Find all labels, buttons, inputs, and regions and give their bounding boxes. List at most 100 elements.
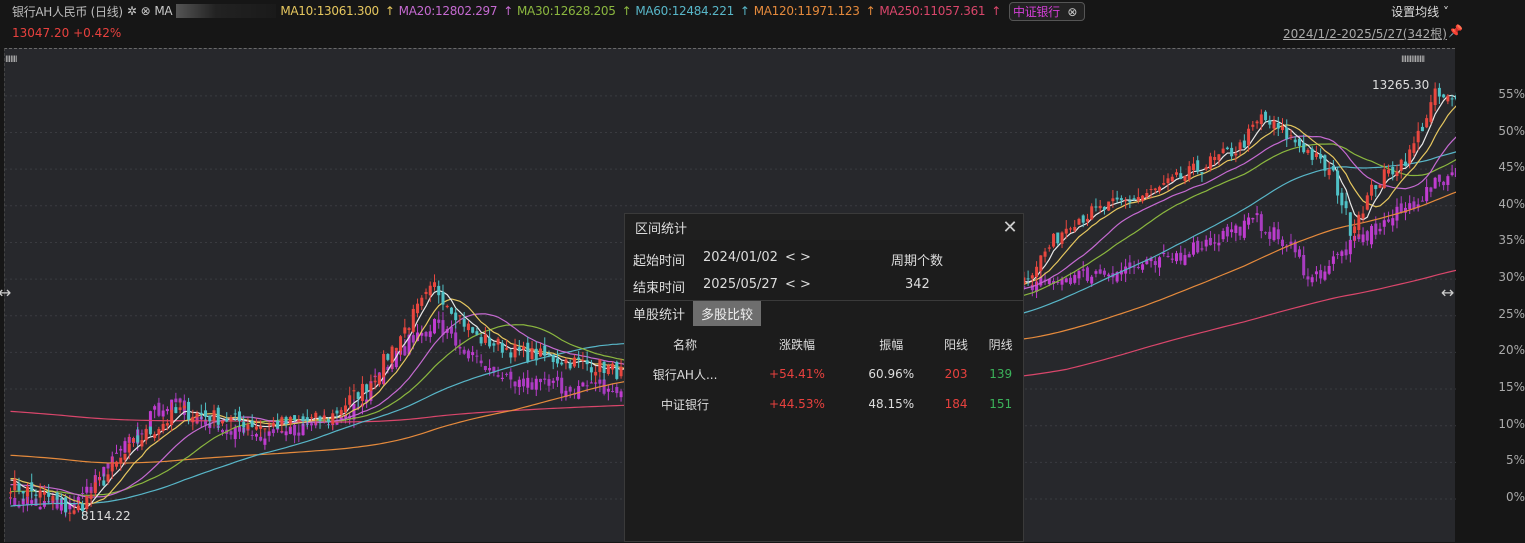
candle [199,412,203,415]
end-date[interactable]: 2025/05/27 [703,277,778,292]
candle [1403,161,1407,166]
candle [352,390,356,392]
y-tick-label: 50% [1498,123,1525,138]
close-circle-icon[interactable]: ⊗ [140,4,151,18]
compare-candle [483,366,487,371]
close-icon[interactable]: ✕ [1002,216,1018,238]
remove-compare-icon[interactable]: ⊗ [1067,4,1078,19]
candle [208,415,212,422]
range-end-handle[interactable]: IIIIIIIIIIIIII [1401,55,1425,65]
tab-multi-compare[interactable]: 多股比较 [693,301,762,326]
compare-candle [433,318,436,334]
start-nav[interactable]: < > [785,250,811,265]
candle [1187,166,1191,180]
candle [1446,95,1450,102]
candle [106,474,110,482]
compare-candle [522,378,526,387]
end-nav[interactable]: < > [785,277,811,292]
compare-candle [1158,257,1162,268]
compare-candle [1264,232,1268,234]
candle [522,346,526,350]
candle [555,358,559,364]
compare-candle [1289,241,1293,245]
candle [59,498,63,500]
candle [1454,95,1456,100]
compare-candle [288,426,292,434]
candle [1158,186,1162,192]
compare-candle [403,346,407,356]
candle [500,342,504,353]
compare-candle [1446,176,1450,185]
change-cell: +44.53% [769,397,825,411]
candle [1196,160,1200,172]
candle [1247,128,1251,146]
candle [1141,195,1145,202]
compare-candle [1293,241,1297,253]
candle [360,383,364,401]
compare-candle [1399,203,1403,213]
compare-candle [1191,242,1195,255]
resize-left-icon[interactable]: ↔ [0,283,12,302]
pin-icon[interactable]: 📌 [1448,24,1463,38]
tab-single-stats[interactable]: 单股统计 [633,308,686,323]
table-row[interactable]: 银行AH人... +54.41% 60.96% 203 139 [625,359,1023,389]
start-label: 起始时间 [633,254,686,269]
resize-right-icon[interactable]: ↔ [1441,283,1455,302]
compare-candle [254,434,258,437]
compare-candle [1297,249,1301,257]
candle [1348,212,1352,236]
arrow-up-icon: ↑ [621,4,632,18]
set-ma-button[interactable]: 设置均线 ˅ [1391,5,1449,19]
compare-candle [543,378,547,380]
range-start-handle[interactable]: IIIIIII [5,55,18,65]
table-row[interactable]: 中证银行 +44.53% 48.15% 184 151 [625,389,1023,419]
y-tick-label: 55% [1498,86,1525,101]
candle [1429,102,1433,122]
settings-icon[interactable]: ✲ [126,4,137,18]
candle [335,410,339,414]
candle [170,409,174,426]
candle [322,415,326,419]
ma-label: MA [154,4,173,18]
compare-candle [1149,257,1153,262]
compare-candle [428,331,432,337]
compare-candle [488,367,492,371]
compare-candle [1183,255,1187,265]
ma-value: MA250:11057.361 [879,4,986,18]
compare-candle [140,433,144,435]
compare-candle [526,377,530,388]
compare-candle [1060,278,1064,285]
candle [293,415,297,421]
candle [242,421,246,428]
candle [318,416,322,422]
down-days-cell: 139 [989,367,1013,381]
current-price: 13047.20 +0.42% [12,26,122,40]
candle [509,352,513,358]
candle [127,443,131,453]
dialog-title: 区间统计 [635,221,688,237]
candle [250,420,254,427]
candle [1081,215,1085,223]
candle [1289,135,1293,137]
candle [1276,123,1280,129]
ma-value: MA60:12484.221 [635,4,734,18]
candle [1353,226,1357,234]
range-link[interactable]: 2024/1/2-2025/5/27(342根) [1282,27,1447,41]
compare-candle [1043,279,1047,282]
start-date[interactable]: 2024/01/02 [703,250,778,265]
compare-candle [301,423,305,436]
candle [178,407,182,411]
compare-candle [581,382,585,387]
candle [64,497,68,512]
candle [373,380,377,383]
compare-candle [1327,265,1331,274]
compare-tag[interactable]: 中证银行 ⊗ [1009,1,1086,21]
compare-candle [1166,255,1170,257]
compare-candle [1323,271,1327,280]
compare-candle [475,355,479,357]
compare-candle [178,398,182,403]
candle [1136,197,1140,201]
y-tick-label: 0% [1505,490,1525,504]
compare-candle [263,438,267,445]
candle [1370,184,1374,196]
